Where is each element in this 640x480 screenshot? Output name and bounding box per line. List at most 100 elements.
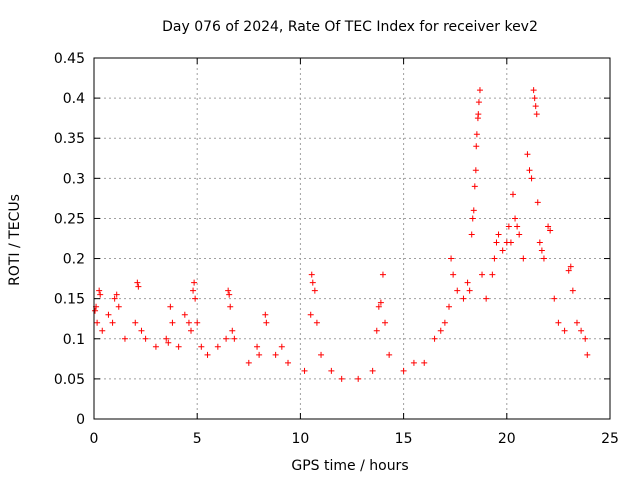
data-point [181,311,188,318]
data-point [489,271,496,278]
data-point [309,279,316,286]
data-point [227,303,234,310]
data-point [512,215,519,222]
data-point [493,239,500,246]
data-point [578,327,585,334]
data-point [165,339,172,346]
data-point [516,231,523,238]
data-point [96,287,103,294]
data-point [256,351,263,358]
x-tick-label: 10 [291,431,309,447]
data-point [254,343,261,350]
axis-ticks [93,57,611,420]
data-point [313,319,320,326]
data-point [454,287,461,294]
data-point [167,303,174,310]
data-point [169,319,176,326]
data-point [373,327,380,334]
data-point [584,351,591,358]
y-tick-label: 0.1 [63,332,85,348]
data-point [338,375,345,382]
y-tick-label: 0.25 [54,211,85,227]
data-point [421,359,428,366]
data-point [532,103,539,110]
data-point [318,351,325,358]
data-point [437,327,444,334]
data-point [540,255,547,262]
data-point [450,271,457,278]
data-point [163,335,170,342]
data-point [547,227,554,234]
data-point [134,279,141,286]
data-point [278,343,285,350]
data-point [263,319,270,326]
data-point [142,335,149,342]
data-point [472,167,479,174]
data-point [551,295,558,302]
data-point [94,319,101,326]
data-point [582,335,589,342]
data-point [138,327,145,334]
data-point [507,239,514,246]
data-point [188,327,195,334]
data-point [460,295,467,302]
data-point [573,319,580,326]
data-point [245,359,252,366]
data-point [386,351,393,358]
data-point [475,99,482,106]
data-point [536,239,543,246]
data-point [194,319,201,326]
data-point [520,255,527,262]
data-point [135,283,142,290]
data-point [475,111,482,118]
data-point [495,231,502,238]
data-point [491,255,498,262]
data-point [483,295,490,302]
data-point [514,223,521,230]
y-tick-labels: 0 0.05 0.1 0.15 0.2 0.25 0.3 0.35 0.4 0.45 [54,51,85,428]
data-point [192,295,199,302]
data-point [545,223,552,230]
plot-frame [93,57,611,420]
data-point [375,303,382,310]
data-points [92,87,591,382]
data-point [229,327,236,334]
gridlines [94,58,610,419]
data-point [99,327,106,334]
data-point [152,343,159,350]
data-point [524,151,531,158]
data-point [561,327,568,334]
data-point [369,367,376,374]
data-point [473,143,480,150]
y-tick-label: 0.45 [54,51,85,67]
data-point [533,111,540,118]
data-point [262,311,269,318]
data-point [121,335,128,342]
data-point [109,319,116,326]
data-point [382,319,389,326]
data-point [225,287,232,294]
x-tick-label: 20 [498,431,516,447]
data-point [531,95,538,102]
y-tick-label: 0.3 [63,171,85,187]
y-tick-label: 0.35 [54,131,85,147]
data-point [311,287,318,294]
x-axis-label: GPS time / hours [291,458,408,474]
data-point [473,131,480,138]
data-point [466,287,473,294]
data-point [285,359,292,366]
data-point [471,183,478,190]
data-point [115,303,122,310]
data-point [198,343,205,350]
data-point [97,291,104,298]
data-point [111,295,118,302]
data-point [534,199,541,206]
data-point [113,291,120,298]
data-point [308,271,315,278]
data-point [479,271,486,278]
data-point [223,335,230,342]
y-tick-label: 0.2 [63,252,85,268]
y-tick-label: 0.15 [54,292,85,308]
data-point [528,175,535,182]
data-point [476,87,483,94]
